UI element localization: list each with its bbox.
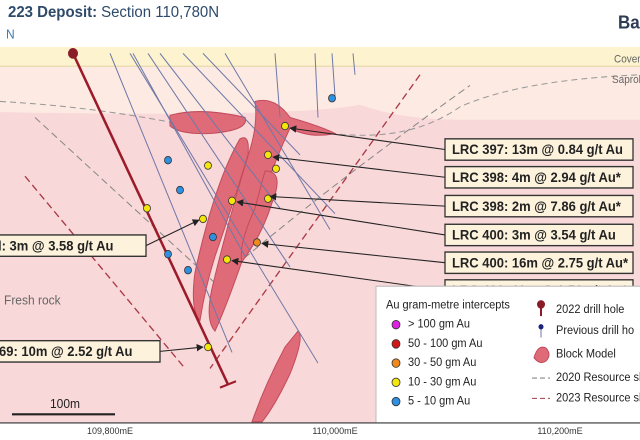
block xyxy=(251,330,301,423)
logo: Ba xyxy=(618,12,640,33)
arrow xyxy=(231,257,446,292)
drill-2022 xyxy=(68,48,237,389)
arrow xyxy=(289,125,446,151)
arrow xyxy=(145,219,200,247)
callout-box xyxy=(0,339,161,363)
callout-text: LRC 398: 2m @ 7.86 g/t Au* xyxy=(452,198,622,213)
title: 223 Deposit: Section 110,780N xyxy=(8,4,219,22)
legend-symbol xyxy=(537,300,545,309)
dot xyxy=(204,342,212,352)
legend-label: 30 - 50 gm Au xyxy=(408,357,476,369)
scale-label: 100m xyxy=(50,397,80,411)
legend-symbol xyxy=(533,346,550,364)
drill-hole xyxy=(132,53,246,257)
drill-hole xyxy=(314,53,319,118)
callout-box xyxy=(444,138,634,161)
dot xyxy=(264,150,272,160)
arrow xyxy=(159,343,204,352)
easting-label: 110,200mE xyxy=(537,426,582,436)
drill-hole-2022 xyxy=(71,52,230,386)
drill-hole xyxy=(224,53,331,230)
dot xyxy=(328,94,336,103)
dot xyxy=(176,185,184,195)
arrow xyxy=(236,199,446,236)
dot xyxy=(228,196,236,205)
layer-label: Cover xyxy=(614,54,640,65)
drill-hole xyxy=(352,53,356,75)
arrow xyxy=(269,193,446,207)
legend-label: 2022 drill hole xyxy=(556,304,624,316)
legend-label: 10 - 30 gm Au xyxy=(408,376,476,388)
drill-hole xyxy=(274,53,281,118)
dot xyxy=(253,238,261,247)
dot xyxy=(164,250,172,259)
dot xyxy=(209,232,217,242)
callout-text: LRC 400: 3m @ 3.54 g/t Au xyxy=(452,227,616,242)
hole-end xyxy=(219,380,237,389)
saprolite-area xyxy=(0,66,640,120)
legend-label: 2023 Resource sh xyxy=(556,392,640,404)
legend-symbol xyxy=(538,324,544,330)
callout-text: l: 3m @ 3.58 g/t Au xyxy=(0,238,113,253)
title-bold: 223 Deposit: xyxy=(8,4,97,22)
arrow xyxy=(272,154,446,178)
block xyxy=(169,111,247,135)
dot xyxy=(223,255,231,264)
callout-box xyxy=(444,251,634,275)
layer-label: Saprolit xyxy=(612,75,640,86)
previous-drill-holes xyxy=(109,53,356,364)
callout-text: LRC 397: 13m @ 0.84 g/t Au xyxy=(452,142,623,157)
subtitle: N xyxy=(6,27,15,41)
dot xyxy=(199,214,207,224)
callout-text: 69: 10m @ 2.52 g/t Au xyxy=(0,344,132,359)
dot xyxy=(184,266,192,275)
cover-area xyxy=(0,46,640,67)
dot xyxy=(272,164,280,173)
resource-2023 xyxy=(24,74,421,369)
legend-label: 5 - 10 gm Au xyxy=(408,395,470,407)
drill-hole xyxy=(109,53,233,353)
axis-strip xyxy=(0,422,640,440)
legend-dot xyxy=(391,396,401,407)
callout-text: LRC 400: 16m @ 2.75 g/t Au* xyxy=(452,255,629,270)
collar xyxy=(68,48,78,59)
legend-label: 2020 Resource sh xyxy=(556,372,640,384)
legend: Au gram-metre intercepts > 100 gm Au 50 … xyxy=(375,285,640,439)
dot xyxy=(204,161,212,170)
drill-hole xyxy=(159,53,281,209)
legend-dot xyxy=(391,358,401,368)
intercept-dots xyxy=(143,94,336,352)
easting-label: 109,800mE xyxy=(87,426,133,436)
legend-title: Au gram-metre intercepts xyxy=(386,299,510,311)
callout-text: LRC 398: 4m @ 2.94 g/t Au* xyxy=(452,170,622,185)
legend-label: Previous drill ho xyxy=(556,325,634,337)
legend-dot xyxy=(391,319,401,330)
resource-2020 xyxy=(34,84,471,284)
legend-box xyxy=(375,285,640,439)
drill-hole xyxy=(147,53,291,268)
callout-box xyxy=(444,194,634,218)
legend-label: 50 - 100 gm Au xyxy=(408,338,482,350)
drill-hole xyxy=(202,53,301,156)
dot xyxy=(281,121,289,131)
layer-label: Fresh rock xyxy=(4,293,61,307)
dot xyxy=(164,156,172,165)
legend-dot xyxy=(391,339,401,349)
resource-shells xyxy=(24,74,471,369)
legend-label: > 100 gm Au xyxy=(408,318,470,330)
legend-label: Block Model xyxy=(556,348,616,360)
callout-box xyxy=(444,165,634,189)
arrow xyxy=(261,240,446,264)
callout-box xyxy=(0,234,147,258)
callout-box xyxy=(444,223,634,247)
title-text: Section 110,780N xyxy=(101,4,219,22)
dot xyxy=(143,204,151,213)
easting-label: 110,000mE xyxy=(312,426,357,436)
drill-hole xyxy=(331,53,336,97)
drill-hole xyxy=(182,53,336,214)
legend-dot xyxy=(391,377,401,388)
